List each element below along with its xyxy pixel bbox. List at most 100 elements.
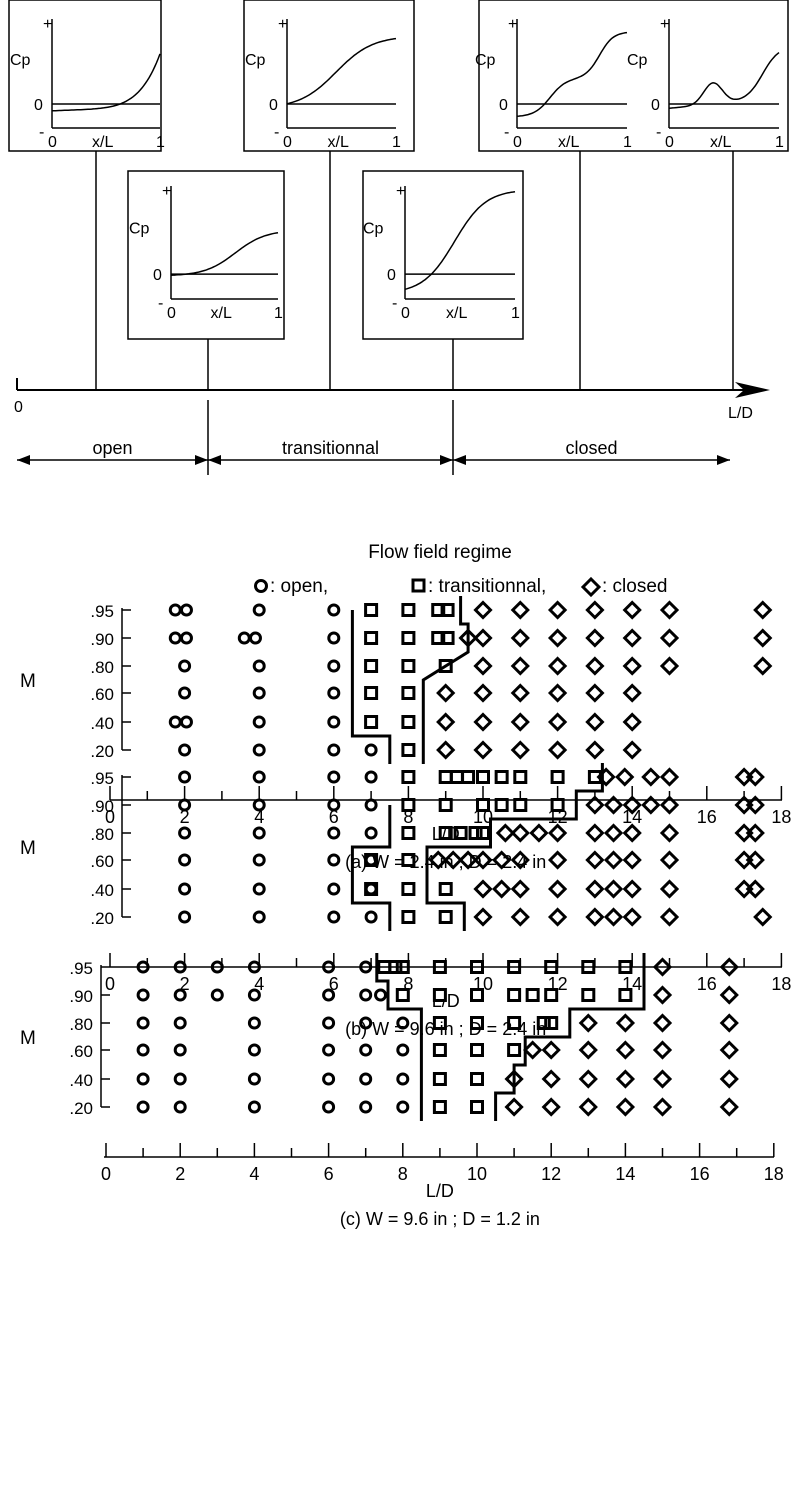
transitional-point (395, 988, 410, 1002)
y-tick-label: .60 (90, 852, 114, 871)
closed-point (547, 907, 568, 927)
open-point (210, 960, 224, 974)
transitional-point (431, 631, 446, 645)
open-point (359, 1100, 373, 1114)
y-tick-label: .40 (69, 1071, 93, 1090)
open-point (248, 631, 262, 645)
closed-point (745, 879, 765, 899)
transitional-point (388, 960, 403, 974)
legend-transitional-label: : transitionnal, (428, 576, 546, 597)
legend-open-marker (254, 579, 268, 593)
open-point (327, 798, 341, 812)
inset-xl-label: x/L (446, 305, 467, 322)
open-point (327, 715, 341, 729)
closed-point (458, 850, 478, 870)
transitional-point (470, 1016, 484, 1030)
open-point (173, 1100, 187, 1114)
transitional-point (364, 686, 379, 700)
open-point (364, 910, 378, 924)
closed-point (541, 1069, 561, 1089)
closed-point (585, 740, 605, 760)
inset-x1-label: 1 (156, 134, 165, 151)
closed-point (473, 740, 493, 760)
open-point (136, 1043, 150, 1057)
closed-point (615, 1097, 636, 1117)
open-point (179, 603, 193, 617)
closed-point (585, 907, 605, 927)
closed-point (745, 767, 765, 787)
open-point (168, 631, 182, 645)
closed-point (652, 1040, 673, 1060)
x-tick-label: 2 (180, 807, 190, 827)
inset-zero-label: 0 (34, 97, 43, 114)
regime-span-arrowhead (195, 455, 208, 465)
y-tick-label: .40 (90, 881, 114, 900)
regime-span-arrowhead (17, 455, 30, 465)
open-point (168, 715, 182, 729)
open-point (136, 1100, 150, 1114)
closed-point (622, 628, 642, 648)
cp-inset-box (362, 170, 524, 340)
closed-point (547, 879, 568, 899)
closed-point (753, 600, 773, 620)
transitional-point (432, 960, 447, 974)
open-point (252, 603, 266, 617)
open-point (247, 1072, 261, 1086)
closed-point (622, 795, 642, 815)
closed-point (719, 1097, 739, 1117)
transitional-point (401, 631, 416, 645)
transitional-point (581, 960, 596, 974)
open-point (247, 988, 261, 1002)
x-tick-label: 0 (105, 974, 115, 994)
closed-point (436, 740, 456, 760)
x-tick-label: 0 (105, 807, 115, 827)
closed-point (436, 683, 456, 703)
inset-minus-label: - (656, 124, 661, 141)
closed-point (510, 712, 530, 732)
inset-plus-label: + (396, 183, 405, 200)
x-tick-label: 18 (764, 1164, 784, 1184)
closed-point (659, 879, 680, 899)
transitional-point (401, 910, 416, 924)
closed-point (547, 656, 568, 676)
transitional-point (438, 882, 453, 896)
open-point (173, 1043, 187, 1057)
y-tick-label: .80 (90, 825, 114, 844)
open-point (322, 1100, 336, 1114)
closed-point (495, 823, 516, 843)
open-point (252, 686, 266, 700)
inset-x1-label: 1 (511, 305, 520, 322)
open-point (178, 743, 192, 757)
closed-point (659, 795, 680, 815)
open-point (179, 715, 193, 729)
open-point (178, 798, 192, 812)
transitional-point (544, 1016, 559, 1030)
inset-plus-label: + (508, 16, 517, 33)
open-point (136, 1072, 150, 1086)
closed-point (719, 1069, 739, 1089)
open-point (252, 882, 266, 896)
regime-boundary-line (350, 805, 392, 931)
closed-point (510, 907, 530, 927)
closed-point (547, 740, 568, 760)
open-point (327, 910, 341, 924)
y-tick-label: .60 (90, 685, 114, 704)
closed-point (719, 1040, 739, 1060)
closed-point (510, 740, 530, 760)
transitional-point (401, 659, 416, 673)
closed-point (578, 1040, 598, 1060)
closed-point (585, 683, 605, 703)
inset-plus-label: + (162, 183, 171, 200)
transitional-point (476, 770, 490, 784)
transitional-point (401, 826, 416, 840)
y-axis-label: M (20, 671, 36, 692)
inset-zero-label: 0 (387, 267, 396, 284)
y-tick-label: .95 (90, 602, 114, 621)
regime-span-arrowhead (717, 455, 730, 465)
closed-point (547, 628, 568, 648)
inset-zero-label: 0 (651, 97, 660, 114)
inset-x1-label: 1 (392, 134, 401, 151)
